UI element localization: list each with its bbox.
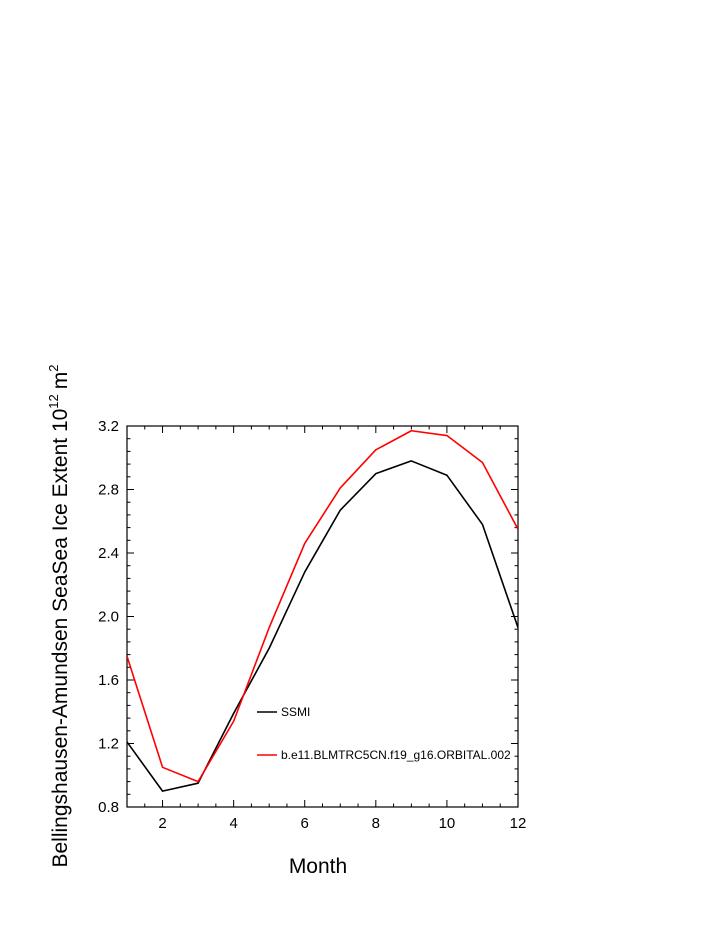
x-tick-label: 2: [158, 815, 166, 832]
legend-label: SSMI: [281, 705, 310, 719]
x-tick-label: 10: [439, 815, 456, 832]
y-tick-label: 1.2: [98, 736, 119, 753]
legend: SSMI b.e11.BLMTRC5CN.f19_g16.ORBITAL.002: [257, 705, 511, 762]
y-tick-label: 2.8: [98, 482, 119, 499]
y-axis-title-main: Bellingshausen-Amundsen SeaSea Ice Exten…: [49, 409, 72, 868]
y-axis-title-exponent: 12: [46, 394, 61, 408]
y-tick-label: 2.0: [98, 609, 119, 626]
series-line: [127, 460, 518, 792]
series-line: [127, 429, 518, 783]
y-axis-title: Bellingshausen-Amundsen SeaSea Ice Exten…: [46, 364, 72, 867]
y-tick-label: 1.6: [98, 672, 119, 689]
x-tick-label: 12: [510, 815, 527, 832]
legend-label: b.e11.BLMTRC5CN.f19_g16.ORBITAL.002: [281, 748, 511, 762]
axis-ticks: 2 4 6 8 10 12 0.8 1.2 1.6 2.0 2.4 2.8 3.2: [98, 418, 526, 832]
x-tick-label: 6: [301, 815, 309, 832]
x-tick-label: 8: [372, 815, 380, 832]
series-lines: [127, 429, 518, 792]
y-tick-label: 2.4: [98, 545, 119, 562]
y-axis-title-unit-exponent: 2: [46, 364, 61, 371]
y-tick-label: 3.2: [98, 418, 119, 435]
x-tick-label: 4: [229, 815, 237, 832]
y-tick-label: 0.8: [98, 799, 119, 816]
y-axis-title-unit: m: [49, 372, 72, 390]
x-axis-title: Month: [289, 855, 347, 878]
